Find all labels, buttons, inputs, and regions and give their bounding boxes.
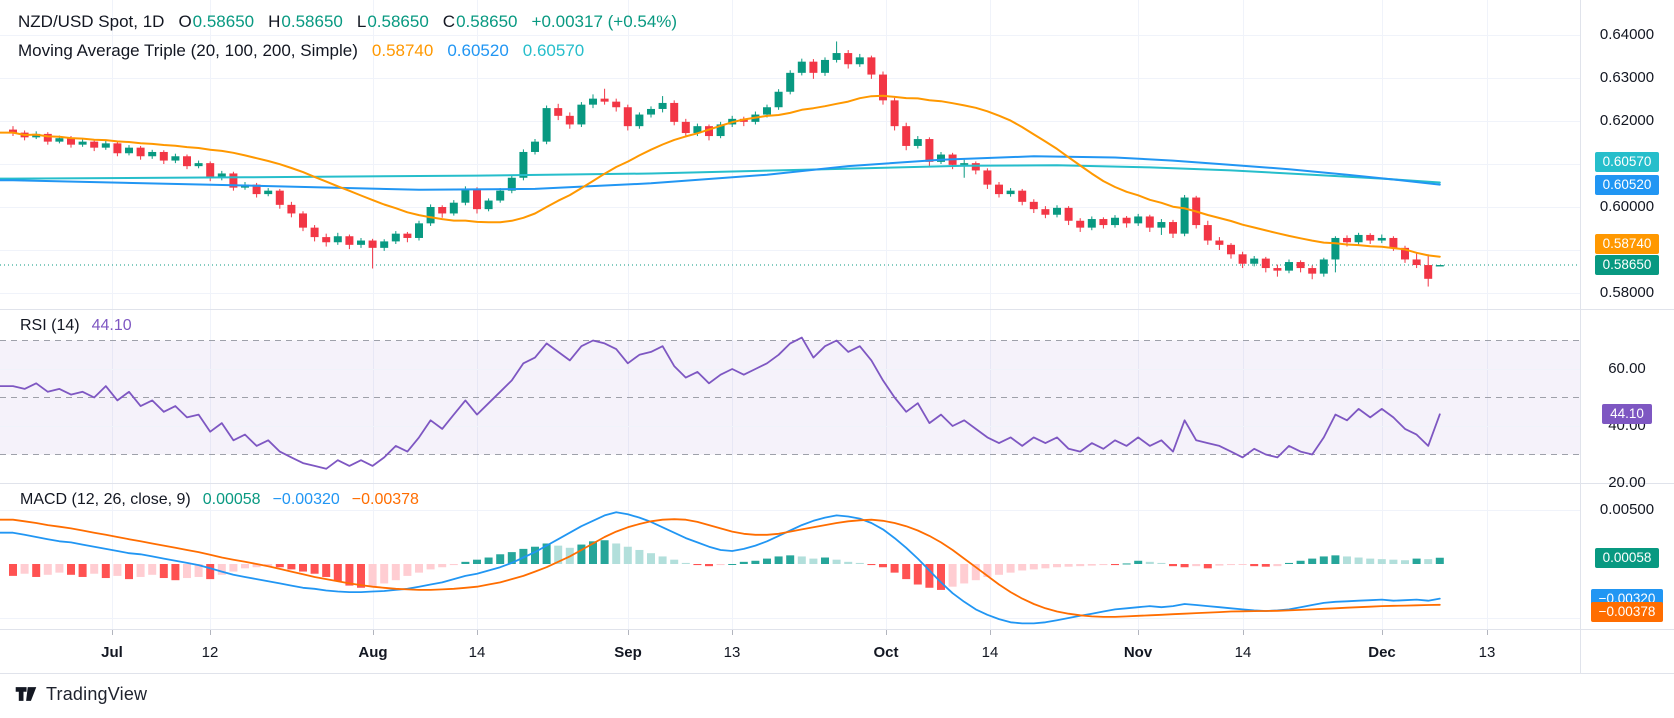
close-field: C 0.58650 bbox=[443, 12, 518, 32]
price-axis-label-0.60000: 0.60000 bbox=[1599, 198, 1655, 215]
ohlc-row[interactable]: NZD/USD Spot, 1D O 0.58650 H 0.58650 L 0.58… bbox=[18, 12, 677, 32]
low-field: L 0.58650 bbox=[357, 12, 429, 32]
open-field: O 0.58650 bbox=[178, 12, 254, 32]
time-axis-label-Jul-0: Jul bbox=[101, 644, 123, 661]
symbol-legend[interactable]: NZD/USD Spot, 1D O 0.58650 H 0.58650 L 0.58… bbox=[18, 12, 677, 70]
rsi-axis-label-20.00: 20.00 bbox=[1608, 474, 1646, 491]
price-badge-0.60570: 0.60570 bbox=[1580, 152, 1674, 173]
macd-title: MACD (12, 26, close, 9) bbox=[20, 491, 191, 508]
ma20-value: 0.58740 bbox=[371, 41, 434, 60]
time-axis-label-13-11: 13 bbox=[1478, 644, 1496, 661]
macd-signal-value: −0.00378 bbox=[351, 491, 419, 508]
high-key: H bbox=[268, 12, 281, 31]
price-badge-0.58740: 0.58740 bbox=[1580, 234, 1674, 255]
macd-hist-value: 0.00058 bbox=[202, 491, 261, 508]
time-axis-label-Oct-6: Oct bbox=[873, 644, 899, 661]
time-axis-label-13-5: 13 bbox=[723, 644, 741, 661]
ma-indicator-row[interactable]: Moving Average Triple (20, 100, 200, Sim… bbox=[18, 41, 677, 61]
rsi-legend[interactable]: RSI (14) 44.10 bbox=[20, 317, 132, 344]
price-axis-label-0.58000: 0.58000 bbox=[1599, 284, 1655, 301]
price-badge-0.58650: 0.58650 bbox=[1580, 255, 1674, 276]
time-axis-label-12-1: 12 bbox=[201, 644, 219, 661]
ma200-value: 0.60570 bbox=[522, 41, 585, 60]
time-axis-label-Nov-8: Nov bbox=[1123, 644, 1153, 661]
change-value: +0.00317 (+0.54%) bbox=[531, 12, 678, 31]
macd-badge-0: 0.00058 bbox=[1580, 547, 1674, 568]
time-axis-label-Sep-4: Sep bbox=[614, 644, 642, 661]
rsi-axis-label-60.00: 60.00 bbox=[1608, 360, 1646, 377]
macd-badge-2: −0.00378 bbox=[1580, 601, 1674, 622]
price-axis-label-0.63000: 0.63000 bbox=[1599, 69, 1655, 86]
time-axis-label-14-9: 14 bbox=[1234, 644, 1252, 661]
low-value: 0.58650 bbox=[367, 12, 429, 31]
close-key: C bbox=[442, 12, 456, 31]
rsi-value: 44.10 bbox=[91, 317, 132, 334]
tradingview-brand-text: TradingView bbox=[46, 683, 148, 704]
open-key: O bbox=[178, 12, 192, 31]
price-axis-label-0.62000: 0.62000 bbox=[1599, 112, 1655, 129]
high-value: 0.58650 bbox=[281, 12, 343, 31]
rsi-badge: 44.10 bbox=[1580, 404, 1674, 425]
time-axis-label-Dec-10: Dec bbox=[1368, 644, 1396, 661]
macd-legend[interactable]: MACD (12, 26, close, 9) 0.00058 −0.00320… bbox=[20, 491, 419, 518]
symbol-title: NZD/USD Spot, 1D bbox=[18, 12, 165, 31]
macd-line-value: −0.00320 bbox=[272, 491, 340, 508]
time-axis-label-Aug-2: Aug bbox=[358, 644, 388, 661]
rsi-title: RSI (14) bbox=[20, 317, 80, 334]
tradingview-logo-icon bbox=[15, 687, 37, 701]
high-field: H 0.58650 bbox=[268, 12, 343, 32]
low-key: L bbox=[356, 12, 367, 31]
price-axis-label-0.64000: 0.64000 bbox=[1599, 26, 1655, 43]
ma100-value: 0.60520 bbox=[447, 41, 509, 60]
time-axis-label-14-3: 14 bbox=[468, 644, 486, 661]
tradingview-logo-link[interactable]: TradingView bbox=[14, 682, 147, 706]
close-value: 0.58650 bbox=[456, 12, 518, 31]
chart-canvas[interactable] bbox=[0, 0, 1674, 674]
ma-indicator-title: Moving Average Triple (20, 100, 200, Sim… bbox=[18, 41, 358, 60]
time-axis-label-14-7: 14 bbox=[981, 644, 999, 661]
macd-axis-label-0.00500: 0.00500 bbox=[1599, 501, 1655, 518]
price-badge-0.60520: 0.60520 bbox=[1580, 174, 1674, 195]
open-value: 0.58650 bbox=[192, 12, 255, 31]
